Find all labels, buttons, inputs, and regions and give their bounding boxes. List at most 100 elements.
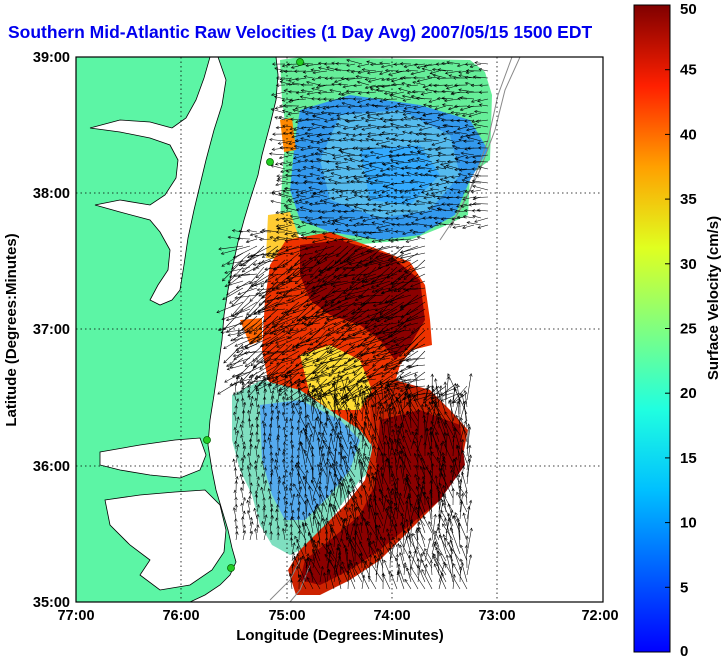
velocity-arrowhead (276, 434, 280, 438)
velocity-arrowhead (275, 291, 280, 295)
velocity-arrowhead (294, 181, 298, 185)
velocity-arrow (409, 555, 412, 576)
velocity-arrowhead (400, 422, 404, 426)
velocity-arrowhead (308, 320, 312, 324)
velocity-arrowhead (346, 239, 350, 244)
velocity-arrowhead (306, 347, 311, 351)
velocity-arrow (363, 421, 377, 450)
velocity-arrow (288, 329, 307, 334)
velocity-arrowhead (365, 195, 369, 199)
velocity-arrowhead (376, 557, 380, 562)
velocity-arrow (394, 105, 405, 107)
velocity-arrowhead (311, 453, 315, 457)
velocity-arrowhead (300, 83, 305, 87)
velocity-arrow (368, 124, 384, 128)
velocity-arrow (379, 62, 391, 65)
velocity-arrow (380, 411, 384, 436)
velocity-arrow (438, 152, 447, 156)
velocity-arrowhead (275, 230, 280, 234)
velocity-arrowhead (308, 394, 313, 398)
velocity-arrow (409, 400, 412, 429)
velocity-arrow (365, 308, 384, 324)
velocity-arrowhead (289, 517, 294, 521)
velocity-arrowhead (381, 405, 385, 410)
velocity-arrow (410, 566, 426, 590)
velocity-arrowhead (379, 402, 383, 407)
velocity-arrow (462, 224, 475, 229)
velocity-arrow (444, 420, 454, 436)
velocity-arrow (282, 125, 293, 128)
velocity-arrow (375, 308, 398, 322)
velocity-arrowhead (250, 373, 254, 378)
velocity-arrow (300, 138, 314, 142)
velocity-arrowhead (289, 502, 293, 506)
velocity-arrowhead (360, 251, 365, 255)
velocity-arrow (423, 138, 440, 142)
velocity-arrowhead (297, 354, 301, 358)
velocity-arrowhead (373, 96, 378, 101)
velocity-arrowhead (400, 209, 404, 213)
velocity-arrowhead (416, 408, 421, 412)
velocity-arrowhead (284, 238, 288, 243)
velocity-arrowhead (390, 282, 395, 286)
velocity-arrowhead (344, 517, 349, 522)
velocity-arrowhead (320, 170, 325, 174)
velocity-arrow (284, 523, 288, 534)
velocity-arrowhead (364, 522, 369, 526)
velocity-arrowhead (298, 574, 301, 578)
velocity-arrowhead (368, 249, 373, 254)
velocity-arrowhead (262, 506, 266, 511)
velocity-arrowhead (248, 462, 252, 466)
velocity-arrow (396, 564, 400, 576)
velocity-arrow (271, 91, 286, 96)
velocity-arrow (450, 208, 461, 212)
velocity-arrow (297, 168, 307, 172)
velocity-arrowhead (410, 221, 415, 225)
velocity-arrow (348, 336, 370, 346)
station-marker[interactable] (227, 564, 235, 572)
velocity-arrow (368, 77, 384, 83)
velocity-arrowhead (419, 173, 423, 177)
velocity-arrow (300, 189, 314, 194)
velocity-arrowhead (303, 542, 307, 547)
station-marker[interactable] (266, 158, 274, 166)
colorbar-tick-label: 40 (680, 126, 697, 143)
velocity-arrowhead (400, 166, 405, 171)
velocity-arrowhead (368, 542, 372, 547)
velocity-arrow (421, 569, 433, 590)
velocity-arrowhead (223, 345, 227, 349)
velocity-arrowhead (383, 420, 387, 425)
velocity-arrow (276, 237, 293, 240)
velocity-arrowhead (313, 392, 317, 397)
velocity-arrow (359, 541, 370, 562)
velocity-arrowhead (334, 218, 339, 223)
velocity-arrow (319, 566, 323, 583)
velocity-arrow (440, 473, 454, 499)
velocity-arrowhead (276, 504, 280, 508)
station-marker[interactable] (203, 436, 211, 444)
velocity-arrow (380, 118, 391, 121)
velocity-arrowhead (401, 201, 405, 205)
velocity-arrowhead (371, 289, 376, 293)
velocity-arrowhead (314, 257, 318, 262)
velocity-arrow (339, 189, 356, 192)
velocity-arrowhead (456, 63, 461, 68)
velocity-arrow (378, 238, 391, 242)
velocity-arrowhead (331, 338, 336, 342)
velocity-arrow (338, 139, 349, 142)
velocity-arrowhead (421, 485, 425, 490)
velocity-arrow (335, 229, 349, 233)
velocity-arrow (333, 425, 338, 443)
velocity-arrowhead (445, 130, 450, 134)
velocity-arrowhead (325, 461, 329, 465)
velocity-arrow (332, 463, 342, 492)
station-marker[interactable] (296, 58, 304, 66)
velocity-arrowhead (255, 374, 259, 379)
velocity-arrowhead (359, 540, 363, 545)
velocity-arrowhead (275, 249, 279, 253)
velocity-arrowhead (386, 194, 390, 198)
velocity-arrowhead (416, 110, 420, 115)
velocity-arrowhead (274, 162, 279, 166)
velocity-arrowhead (337, 543, 341, 547)
velocity-arrow (357, 81, 370, 86)
